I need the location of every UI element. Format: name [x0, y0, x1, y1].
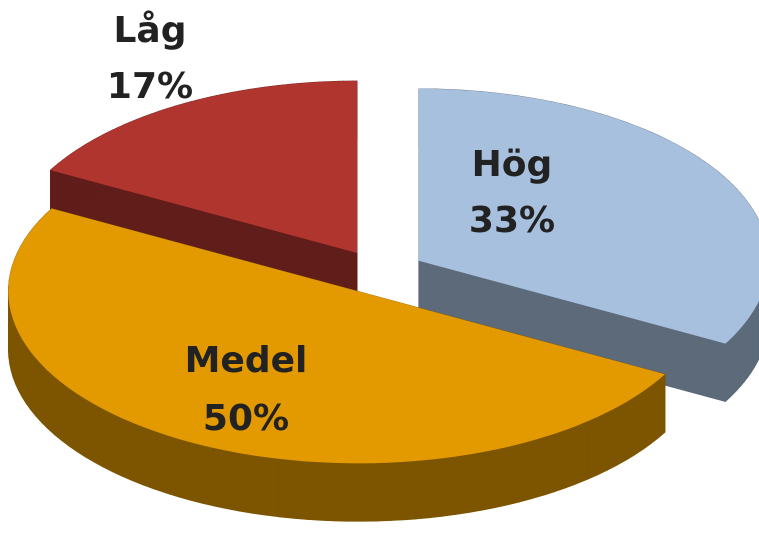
slice-wall — [30, 351, 37, 418]
slice-wall — [634, 390, 644, 456]
slice-wall — [455, 454, 470, 515]
slice-wall — [177, 438, 191, 501]
slice-category-label: Medel — [185, 340, 308, 381]
slice-wall — [21, 338, 27, 405]
slice-wall — [428, 457, 443, 519]
slice-wall — [725, 338, 731, 403]
slice-wall — [587, 416, 599, 480]
slice-wall — [554, 429, 567, 493]
slice-wall — [468, 451, 483, 513]
slice — [50, 81, 358, 253]
slice-wall — [753, 305, 757, 370]
slice-wall — [415, 459, 430, 520]
slice-wall — [239, 452, 254, 514]
slice-wall — [213, 447, 228, 510]
slice-wall — [26, 344, 32, 412]
slice-wall — [76, 393, 86, 458]
slice-wall — [165, 434, 179, 498]
slice-wall — [201, 444, 215, 507]
slice-wall — [650, 379, 659, 445]
slice-wall — [657, 373, 666, 439]
slice-wall — [616, 401, 627, 466]
slice-wall — [54, 375, 62, 442]
slice-wall — [61, 381, 70, 447]
slice-wall — [740, 322, 745, 387]
slice-value-label: 17% — [107, 66, 193, 107]
slice-wall — [733, 330, 738, 395]
slice-value-label: 33% — [469, 200, 555, 241]
slice-wall — [442, 456, 457, 517]
slice-wall — [102, 408, 114, 473]
slice-wall — [154, 430, 167, 494]
slice-wall — [494, 446, 508, 509]
slice-wall — [41, 363, 49, 430]
slice-wall — [565, 425, 578, 489]
slice-wall — [507, 443, 520, 506]
slice-wall — [750, 309, 754, 375]
slice-wall — [292, 460, 307, 520]
slice-wall — [112, 413, 124, 478]
slice-wall — [12, 319, 16, 385]
slice-wall — [15, 326, 19, 391]
slice-wall — [47, 369, 55, 436]
slice-wall — [388, 461, 403, 522]
slice-wall — [543, 433, 556, 496]
slice-wall — [122, 418, 134, 482]
slice — [8, 208, 666, 464]
slice-wall — [576, 420, 589, 485]
slice — [418, 88, 759, 344]
slice-wall — [132, 422, 145, 486]
slice-wall — [531, 436, 544, 500]
slice-category-label: Hög — [472, 144, 553, 185]
slice-value-label: 50% — [203, 398, 289, 439]
slice-wall — [35, 357, 42, 424]
slice-wall — [305, 461, 321, 521]
slice-wall — [360, 462, 376, 522]
slice-wall — [729, 334, 735, 399]
slice-wall — [755, 302, 759, 365]
slice-wall — [607, 406, 618, 471]
slice-wall — [374, 462, 389, 522]
slice-wall — [278, 458, 294, 519]
slice-wall — [747, 314, 752, 379]
slice-wall — [84, 398, 95, 463]
slice-wall — [597, 411, 609, 476]
slice-wall — [481, 449, 496, 511]
slice-wall — [519, 440, 533, 503]
slice-wall — [93, 403, 104, 468]
slice-wall — [18, 332, 23, 398]
slice-wall — [143, 426, 156, 490]
slice-wall — [226, 450, 241, 512]
slice-wall — [744, 318, 749, 383]
slice-wall — [319, 462, 334, 522]
slice-category-label: Låg — [113, 10, 186, 51]
slice-wall — [68, 387, 78, 453]
slice-wall — [642, 385, 652, 450]
slice-wall — [347, 462, 362, 522]
slice-wall — [189, 441, 203, 504]
slice-wall — [737, 326, 742, 391]
slice-wall — [265, 456, 280, 518]
slice-wall — [333, 462, 348, 522]
slice-wall — [401, 460, 417, 521]
slice-wall — [252, 455, 267, 516]
slice-wall — [625, 396, 636, 461]
